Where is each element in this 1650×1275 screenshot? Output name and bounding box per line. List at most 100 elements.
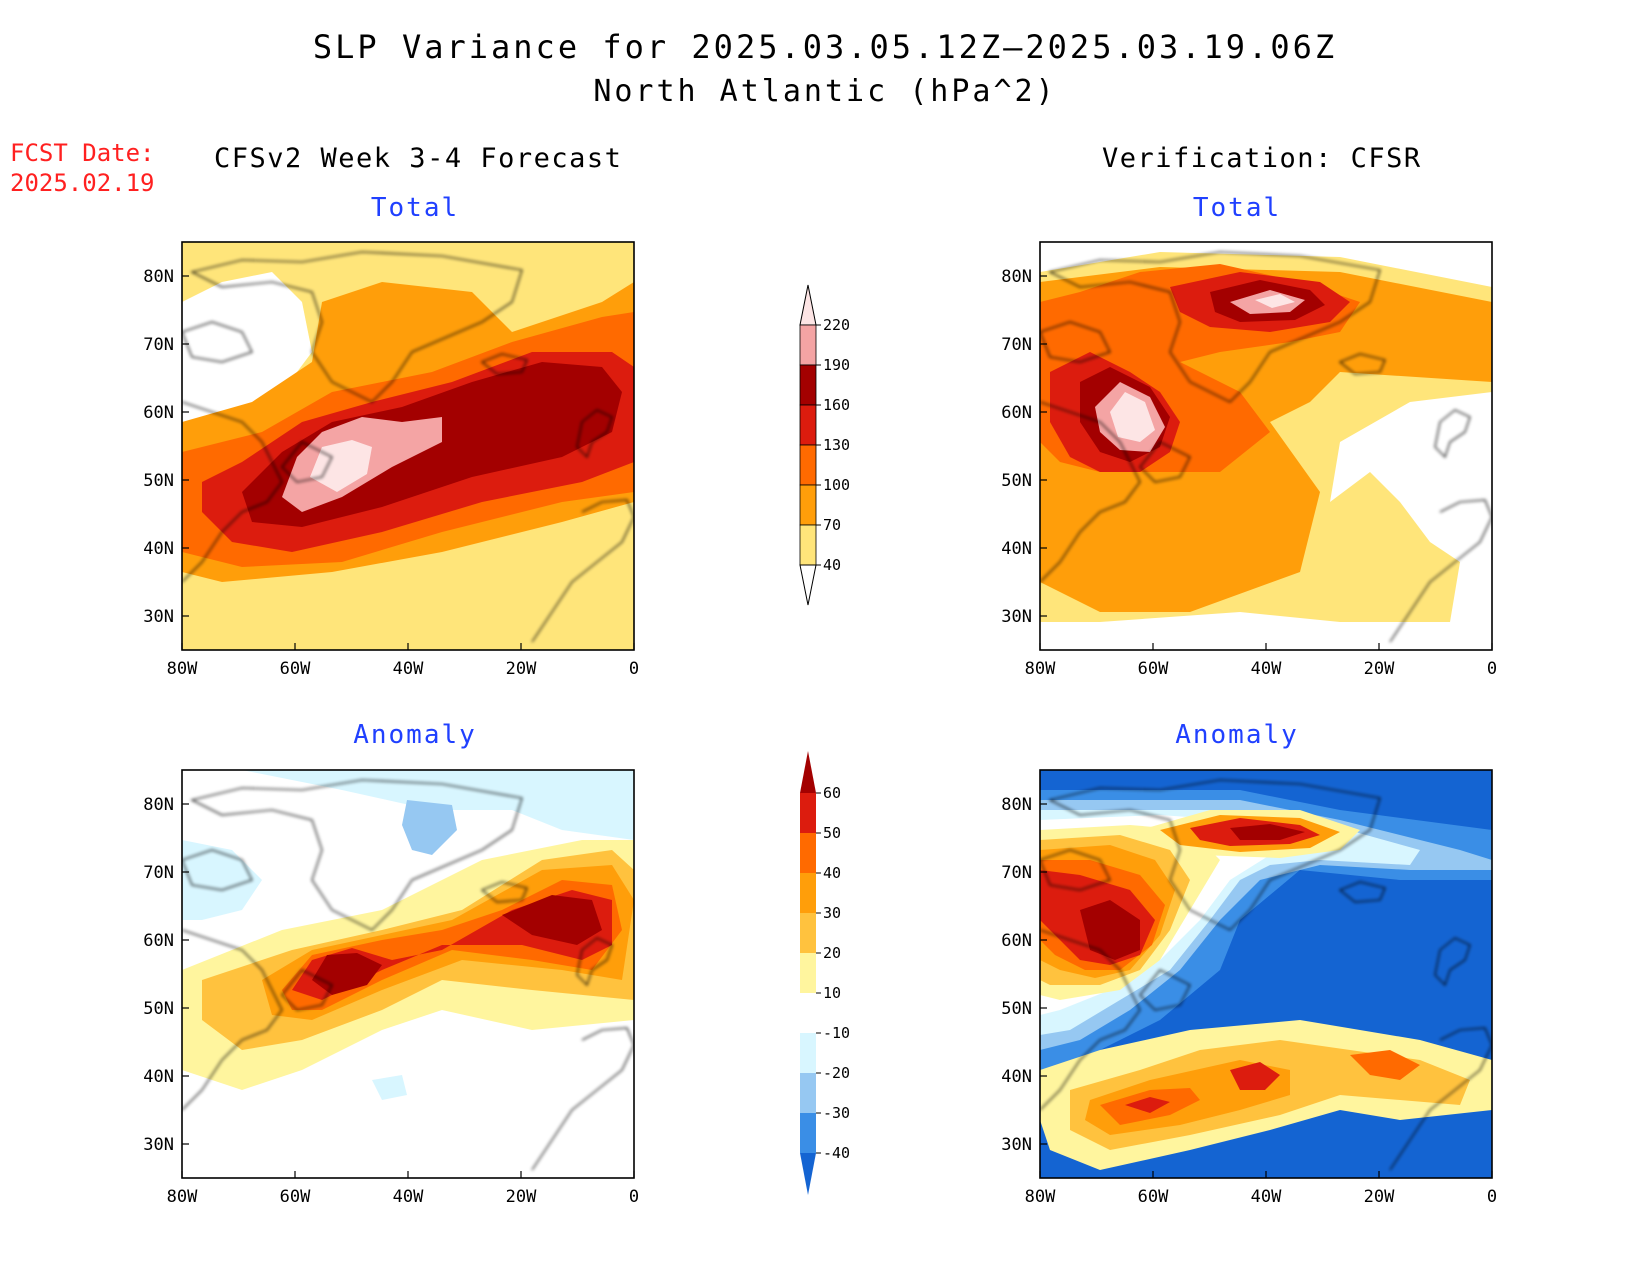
- colorbar-label: 70: [823, 516, 841, 534]
- panel-title-cfsr-total: Total: [1192, 193, 1282, 223]
- lat-label: 70N: [143, 863, 174, 883]
- field-contour: [1080, 900, 1140, 960]
- lon-label: 60W: [1138, 1187, 1169, 1207]
- lat-label: 70N: [143, 335, 174, 355]
- lat-label: 70N: [1001, 863, 1032, 883]
- colorbar-swatch: [800, 1033, 816, 1073]
- field-contour: [402, 800, 457, 855]
- colorbar-swatch: [800, 1073, 816, 1113]
- lon-label: 40W: [393, 1187, 424, 1207]
- colorbar-swatch: [800, 873, 816, 913]
- fcst-date-value: 2025.02.19: [10, 169, 155, 197]
- coastline: [182, 779, 634, 1171]
- lat-label: 50N: [1001, 471, 1032, 491]
- panel-title-fcst-anomaly: Anomaly: [353, 720, 477, 750]
- coastline: [1040, 779, 1492, 1171]
- fcst-date: FCST Date: 2025.02.19: [10, 138, 155, 198]
- field-contour: [1230, 1062, 1280, 1090]
- colorbar-label: 190: [823, 356, 850, 374]
- colorbar-swatch: [800, 793, 816, 833]
- main-title: SLP Variance for 2025.03.05.12Z–2025.03.…: [312, 28, 1338, 66]
- colorbar-arrow-top: [800, 751, 816, 793]
- field-contour: [1350, 1050, 1420, 1080]
- lat-label: 50N: [143, 999, 174, 1019]
- colorbar-label: 50: [823, 824, 841, 842]
- colorbar-swatch: [799, 404, 817, 446]
- map-cfsr-total: [1039, 241, 1493, 651]
- coastline: [182, 251, 634, 643]
- main-subtitle: North Atlantic (hPa^2): [593, 74, 1057, 109]
- lat-label: 40N: [1001, 1067, 1032, 1087]
- field-contour: [502, 895, 602, 945]
- lon-label: 40W: [1251, 1187, 1282, 1207]
- colorbar-label: 30: [823, 904, 841, 922]
- colorbar-label: -10: [823, 1024, 850, 1042]
- lat-label: 40N: [143, 1067, 174, 1087]
- lat-label: 70N: [1001, 335, 1032, 355]
- lon-label: 80W: [1025, 659, 1056, 679]
- colorbar-label: 60: [823, 784, 841, 802]
- lon-label: 20W: [1364, 1187, 1395, 1207]
- lon-label: 40W: [1251, 659, 1282, 679]
- lat-label: 30N: [1001, 1135, 1032, 1155]
- colorbar-label: 220: [823, 316, 850, 334]
- colorbar-label: -30: [823, 1104, 850, 1122]
- colorbar-label: 10: [823, 984, 841, 1002]
- field-contour: [1110, 392, 1155, 442]
- lat-label: 30N: [143, 607, 174, 627]
- lon-label: 20W: [1364, 659, 1395, 679]
- colorbar-label: 160: [823, 396, 850, 414]
- colorbar-swatch: [799, 524, 817, 566]
- field-contour: [1125, 1097, 1170, 1113]
- column-heading-forecast: CFSv2 Week 3-4 Forecast: [214, 143, 623, 174]
- lat-label: 30N: [1001, 607, 1032, 627]
- panel-title-fcst-total: Total: [370, 193, 460, 223]
- lat-label: 60N: [143, 403, 174, 423]
- colorbar-swatch: [799, 364, 817, 406]
- fcst-date-label: FCST Date:: [10, 139, 155, 167]
- colorbar-label: 40: [823, 864, 841, 882]
- field-contour: [1255, 294, 1295, 308]
- colorbar-swatch: [799, 444, 817, 486]
- colorbar-swatch: [800, 833, 816, 873]
- lon-label: 60W: [280, 1187, 311, 1207]
- colorbar-swatch: [800, 953, 816, 993]
- lat-label: 40N: [143, 539, 174, 559]
- colorbar-label: 130: [823, 436, 850, 454]
- colorbar-arrow-bottom: [799, 564, 817, 606]
- colorbar-total: 220 190 160 130 100 70 40: [799, 284, 850, 606]
- lat-label: 30N: [143, 1135, 174, 1155]
- colorbar-swatch: [799, 324, 817, 366]
- colorbar-swatch: [800, 913, 816, 953]
- lon-label: 80W: [1025, 1187, 1056, 1207]
- lat-label: 50N: [143, 471, 174, 491]
- colorbar-anomaly: 60 50 40 30 20 10 -10 -20 -30 -40: [800, 751, 850, 1195]
- colorbar-label: 40: [823, 556, 841, 574]
- colorbar-label: 20: [823, 944, 841, 962]
- map-fcst-anomaly: [181, 769, 635, 1179]
- lon-label: 20W: [506, 659, 537, 679]
- map-cfsr-anomaly: [1039, 769, 1493, 1179]
- lat-label: 60N: [143, 931, 174, 951]
- lat-label: 60N: [1001, 403, 1032, 423]
- lon-label: 60W: [280, 659, 311, 679]
- lon-label: 0: [629, 1187, 639, 1207]
- lat-label: 80N: [1001, 267, 1032, 287]
- lat-label: 40N: [1001, 539, 1032, 559]
- field-contour: [310, 440, 372, 492]
- colorbar-label: -40: [823, 1144, 850, 1162]
- coastline: [1040, 251, 1492, 643]
- panel-title-cfsr-anomaly: Anomaly: [1175, 720, 1299, 750]
- lat-label: 80N: [143, 795, 174, 815]
- lon-label: 0: [1487, 1187, 1497, 1207]
- column-heading-verification: Verification: CFSR: [1102, 143, 1422, 174]
- lat-label: 80N: [143, 267, 174, 287]
- colorbar-swatch: [800, 993, 816, 1033]
- lon-label: 0: [629, 659, 639, 679]
- colorbar-swatch: [799, 484, 817, 526]
- lon-label: 0: [1487, 659, 1497, 679]
- colorbar-arrow-top: [799, 284, 817, 326]
- lat-label: 80N: [1001, 795, 1032, 815]
- lon-label: 80W: [167, 1187, 198, 1207]
- lat-label: 60N: [1001, 931, 1032, 951]
